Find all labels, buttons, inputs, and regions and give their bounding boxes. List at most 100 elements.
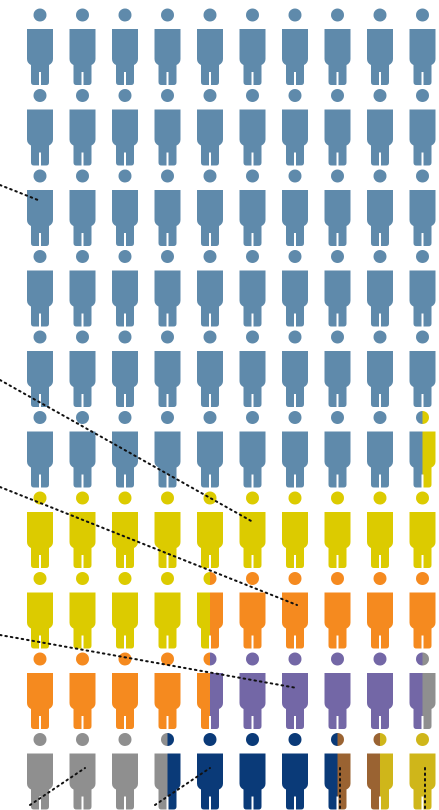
icon-head <box>373 169 387 183</box>
person-icon <box>112 8 138 86</box>
person-icon <box>324 572 351 650</box>
icon-body <box>239 753 266 810</box>
icon-body <box>324 512 351 568</box>
icon-body <box>197 29 223 85</box>
icon-body <box>27 109 53 166</box>
icon-head <box>118 411 132 424</box>
icon-head <box>203 491 217 505</box>
person-icon <box>409 89 436 167</box>
icon-body <box>380 753 393 810</box>
icon-head <box>76 572 89 585</box>
icon-head <box>246 572 259 585</box>
icon-head <box>331 652 344 666</box>
person-icon <box>154 89 181 167</box>
icon-body <box>154 592 181 649</box>
person-icon <box>112 250 138 328</box>
person-icon <box>112 89 138 167</box>
icon-body <box>239 190 266 246</box>
icon-head <box>331 250 344 263</box>
person-icon <box>210 572 223 650</box>
icon-head <box>203 411 217 424</box>
icon-head <box>210 572 217 585</box>
person-icon <box>409 652 423 730</box>
icon-body <box>324 431 351 488</box>
icon-head <box>76 491 89 505</box>
person-icon <box>239 8 266 86</box>
icon-body <box>409 270 436 327</box>
icon-body <box>112 673 138 729</box>
person-icon <box>154 250 181 328</box>
icon-body <box>367 351 393 407</box>
icon-head <box>416 572 429 585</box>
icon-body <box>282 512 308 568</box>
icon-body <box>239 431 266 488</box>
person-icon <box>380 733 393 810</box>
icon-head <box>203 8 217 22</box>
person-icon <box>69 411 96 489</box>
icon-head <box>288 330 302 344</box>
icon-head <box>416 8 429 22</box>
icon-body <box>367 753 380 810</box>
person-icon <box>367 733 380 810</box>
icon-body <box>154 431 181 488</box>
icon-body <box>197 431 223 488</box>
icon-head <box>373 89 387 102</box>
person-icon <box>112 733 138 810</box>
person-icon <box>197 652 210 730</box>
icon-head <box>76 89 89 102</box>
icon-body <box>367 29 393 85</box>
icon-head <box>373 572 387 585</box>
icon-head <box>118 652 132 666</box>
icon-head <box>416 411 423 424</box>
person-icon <box>367 330 393 408</box>
icon-head <box>161 491 174 505</box>
person-icon <box>282 733 308 810</box>
icon-body <box>324 109 351 166</box>
icon-head <box>161 411 174 424</box>
icon-body <box>282 270 308 327</box>
person-icon <box>282 491 308 569</box>
leader-lines <box>0 184 426 810</box>
icon-head <box>422 411 429 424</box>
person-icon <box>367 491 393 569</box>
icon-body <box>154 351 181 407</box>
icon-body <box>367 190 393 246</box>
person-icon <box>324 169 351 247</box>
icon-head <box>331 169 344 183</box>
icon-body <box>154 673 181 729</box>
person-icon <box>154 411 181 489</box>
leader-line <box>0 634 298 689</box>
icon-head <box>373 733 380 746</box>
person-icon <box>422 411 436 489</box>
person-icon <box>27 411 53 489</box>
person-icon <box>27 330 53 408</box>
icon-body <box>324 673 351 729</box>
icon-head <box>416 250 429 263</box>
person-icon <box>154 8 181 86</box>
icon-head <box>118 169 132 183</box>
person-icon <box>282 8 308 86</box>
icon-head <box>288 652 302 666</box>
icon-body <box>367 512 393 568</box>
icon-body <box>422 431 436 488</box>
person-icon <box>112 652 138 730</box>
person-icon <box>324 491 351 569</box>
icon-head <box>246 169 259 183</box>
icon-body <box>27 673 53 729</box>
person-icon <box>282 250 308 328</box>
icon-head <box>118 8 132 22</box>
icon-head <box>161 89 174 102</box>
icon-head <box>416 169 429 183</box>
person-icon <box>409 491 436 569</box>
person-icon <box>154 169 181 247</box>
icon-head <box>246 8 259 22</box>
icon-head <box>33 411 47 424</box>
person-icon <box>154 491 181 569</box>
icon-head <box>331 8 344 22</box>
person-icon <box>27 652 53 730</box>
icon-head <box>118 572 132 585</box>
person-icon <box>409 169 436 247</box>
icon-head <box>33 491 47 505</box>
icon-body <box>367 592 393 649</box>
icon-body <box>69 431 96 488</box>
